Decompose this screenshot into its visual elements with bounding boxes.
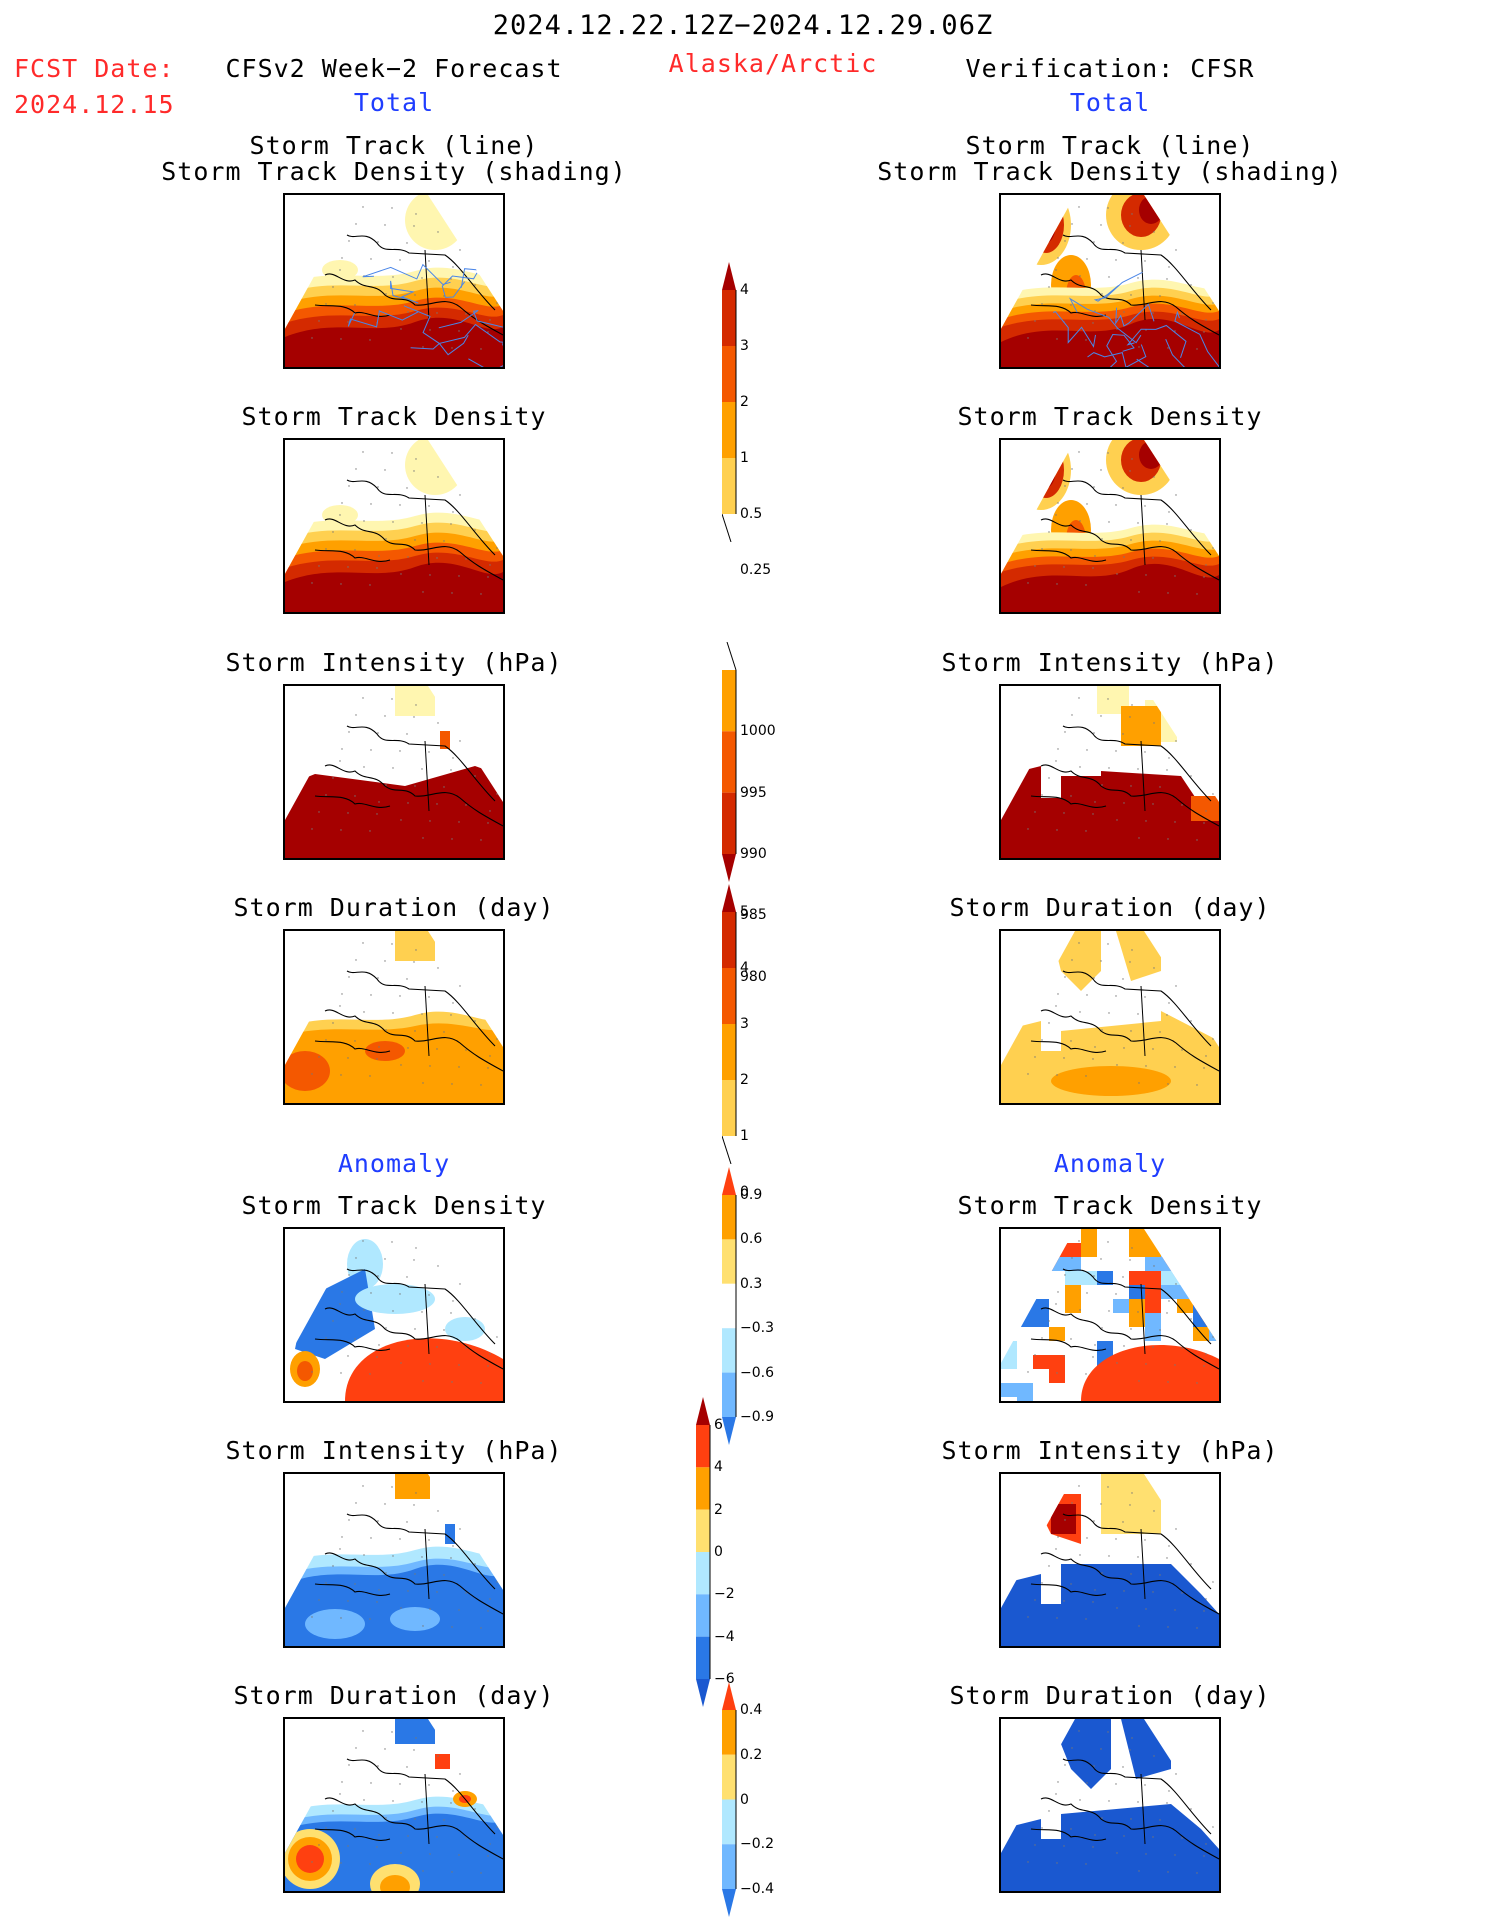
colorbar-tick-label: 0 xyxy=(740,1791,749,1808)
map-fcst-duration xyxy=(283,929,505,1105)
right-anom-intensity-title: Storm Intensity (hPa) xyxy=(941,1436,1279,1465)
colorbar-tick-label: 2 xyxy=(740,394,749,410)
colorbar-tick-label: 6 xyxy=(714,1417,723,1433)
right-track-density-shading-title: Storm Track Density (shading) xyxy=(877,157,1343,186)
colorbar-tick-label: 4 xyxy=(740,960,749,976)
right-intensity-title: Storm Intensity (hPa) xyxy=(941,648,1279,677)
map-cfsr-density xyxy=(999,438,1221,614)
left-density-title: Storm Track Density xyxy=(241,402,547,431)
colorbar-tick-label: −0.3 xyxy=(740,1320,774,1337)
anomaly-label-left: Anomaly xyxy=(337,1149,451,1178)
left-duration-title: Storm Duration (day) xyxy=(233,893,555,922)
map-cfsr-duration xyxy=(999,929,1221,1105)
right-duration-title: Storm Duration (day) xyxy=(949,893,1271,922)
colorbar-tick-label: 990 xyxy=(740,846,767,862)
map-cfsr-anom-intensity xyxy=(999,1472,1221,1648)
colorbar-tick-label: 1 xyxy=(740,1128,749,1144)
map-cfsr-anom-density xyxy=(999,1227,1221,1403)
colorbar-tick-label: 995 xyxy=(740,784,767,801)
valid-period: 2024.12.22.12Z−2024.12.29.06Z xyxy=(492,10,994,41)
colorbar-tick-label: 4 xyxy=(714,1459,723,1476)
colorbar-tick-label: −0.9 xyxy=(740,1409,774,1425)
colorbar-density-anom: 0.9 0.6 0.3 −0.3 −0.6 −0.9 xyxy=(722,1167,802,1449)
colorbar-tick-label: 0 xyxy=(740,1184,749,1200)
map-fcst-track-line xyxy=(283,193,505,369)
left-track-line-title: Storm Track (line) xyxy=(249,131,539,160)
left-anom-intensity-title: Storm Intensity (hPa) xyxy=(225,1436,563,1465)
colorbar-tick-label: 0.6 xyxy=(740,1231,763,1248)
colorbar-intensity-total: 1000 995 990 985 980 xyxy=(722,641,802,984)
colorbar-tick-label: −2 xyxy=(714,1586,735,1603)
map-cfsr-intensity xyxy=(999,684,1221,860)
colorbar-tick-label: 0.4 xyxy=(740,1702,763,1718)
map-fcst-density xyxy=(283,438,505,614)
map-cfsr-track-line xyxy=(999,193,1221,369)
total-label-left: Total xyxy=(353,88,435,117)
colorbar-tick-label: 0.25 xyxy=(740,562,772,578)
total-label-right: Total xyxy=(1069,88,1151,117)
colorbar-tick-label: 985 xyxy=(740,907,767,924)
map-cfsr-anom-duration xyxy=(999,1717,1221,1893)
colorbar-tick-label: 0.9 xyxy=(740,1187,763,1203)
map-fcst-intensity xyxy=(283,684,505,860)
left-anom-duration-title: Storm Duration (day) xyxy=(233,1681,555,1710)
colorbar-tick-label: 2 xyxy=(714,1501,723,1518)
colorbar-tick-label: −4 xyxy=(714,1628,735,1645)
colorbar-duration-total: 5 4 3 2 1 0 xyxy=(721,884,802,1199)
right-density-title: Storm Track Density xyxy=(957,402,1263,431)
left-anom-density-title: Storm Track Density xyxy=(241,1191,547,1220)
colorbar-tick-label: −0.2 xyxy=(740,1836,774,1853)
colorbar-tick-label: −6 xyxy=(714,1671,735,1687)
verification-title: Verification: CFSR xyxy=(965,54,1255,83)
right-anom-duration-title: Storm Duration (day) xyxy=(949,1681,1271,1710)
map-fcst-anom-intensity xyxy=(283,1472,505,1648)
fcst-date-value: 2024.12.15 xyxy=(14,90,175,119)
colorbar-tick-label: 4 xyxy=(740,282,749,298)
colorbar-tick-label: 5 xyxy=(740,904,749,920)
colorbar-tick-label: 1 xyxy=(740,450,749,466)
colorbar-tick-label: 0 xyxy=(714,1544,723,1560)
colorbar-density-total: 4 3 2 1 0.5 0.25 xyxy=(721,262,802,577)
region-label: Alaska/Arctic xyxy=(668,49,878,78)
colorbar-tick-label: 0.5 xyxy=(740,506,763,522)
forecast-title: CFSv2 Week−2 Forecast xyxy=(225,54,563,83)
anomaly-label-right: Anomaly xyxy=(1053,1149,1167,1178)
colorbar-tick-label: 0.2 xyxy=(740,1746,763,1763)
colorbar-tick-label: 1000 xyxy=(740,723,776,740)
left-track-density-shading-title: Storm Track Density (shading) xyxy=(161,157,627,186)
colorbar-tick-label: 0.3 xyxy=(740,1275,763,1292)
map-fcst-anom-duration xyxy=(283,1717,505,1893)
colorbar-tick-label: 2 xyxy=(740,1072,749,1088)
colorbar-tick-label: 3 xyxy=(740,1016,749,1032)
colorbar-tick-label: −0.6 xyxy=(740,1364,774,1381)
map-fcst-anom-density xyxy=(283,1227,505,1403)
colorbar-intensity-anom: 6 4 2 0 −2 −4 −6 xyxy=(696,1397,776,1711)
right-track-line-title: Storm Track (line) xyxy=(965,131,1255,160)
right-anom-density-title: Storm Track Density xyxy=(957,1191,1263,1220)
colorbar-duration-anom: 0.4 0.2 0 −0.2 −0.4 xyxy=(722,1682,802,1921)
left-intensity-title: Storm Intensity (hPa) xyxy=(225,648,563,677)
colorbar-tick-label: −0.4 xyxy=(740,1881,774,1897)
colorbar-tick-label: 980 xyxy=(740,968,767,985)
colorbar-tick-label: 3 xyxy=(740,338,749,354)
fcst-date-label: FCST Date: xyxy=(14,54,175,83)
